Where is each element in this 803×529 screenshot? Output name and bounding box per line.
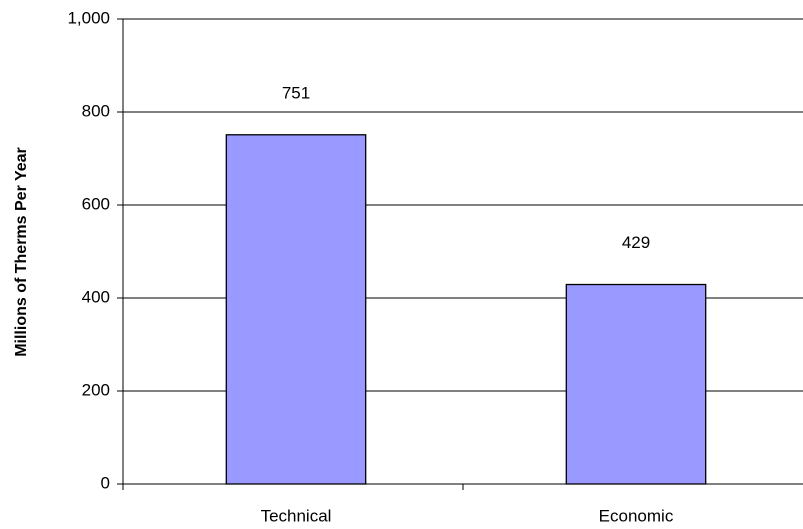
bar: [565, 283, 707, 485]
data-label: 751: [282, 83, 310, 102]
y-tick-label: 1,000: [67, 8, 110, 27]
y-tick-label: 0: [101, 473, 110, 492]
y-axis-label: Millions of Therms Per Year: [13, 147, 30, 357]
x-tick-label: Economic: [599, 506, 674, 525]
x-tick-label: Technical: [261, 506, 332, 525]
y-tick-label: 200: [82, 380, 110, 399]
bar: [225, 134, 367, 485]
y-tick-label: 400: [82, 287, 110, 306]
y-tick-label: 800: [82, 101, 110, 120]
y-tick-label: 600: [82, 194, 110, 213]
data-label: 429: [622, 233, 650, 252]
